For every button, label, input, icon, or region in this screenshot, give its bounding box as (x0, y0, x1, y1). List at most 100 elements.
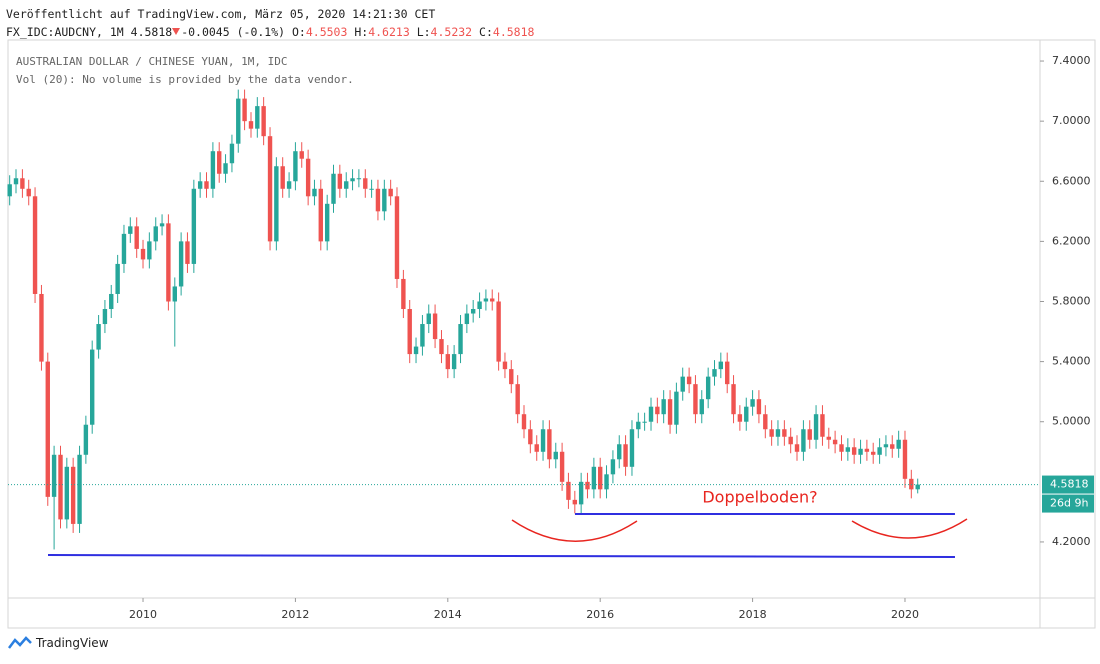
candle-body (502, 361, 508, 370)
candle-body (661, 399, 666, 415)
candle-body (832, 439, 838, 445)
candle-body (686, 376, 692, 385)
candle-body (451, 354, 457, 370)
candle-body (655, 406, 660, 415)
candle-body (58, 454, 63, 520)
candle-body (255, 106, 260, 129)
candle-body (820, 414, 825, 437)
annotation: Doppelboden? (702, 488, 817, 507)
ohlc-value: 4.5818 (492, 25, 535, 39)
candle-body (204, 181, 209, 189)
candle-body (617, 444, 622, 460)
candle-body (896, 439, 901, 449)
candle-body (375, 188, 381, 212)
candle-body (293, 151, 298, 182)
countdown-box (1042, 494, 1094, 513)
candle-body (763, 414, 768, 430)
candle-body (147, 241, 152, 260)
candle-body (140, 248, 146, 260)
candle-body (64, 466, 70, 520)
candle-body (483, 298, 489, 302)
frame (7, 39, 1096, 629)
candle-body (223, 163, 228, 174)
candle-body (115, 263, 120, 294)
x-tick-label: 2018 (739, 608, 767, 621)
candle-body (534, 444, 539, 452)
arc (851, 518, 968, 539)
candle-body (610, 459, 616, 475)
candle-body (470, 309, 476, 314)
ohlc-value: 4.5232 (430, 25, 473, 39)
candle-body (13, 178, 19, 185)
candle-body (578, 481, 584, 505)
candle-body (210, 151, 216, 189)
candle-body (477, 301, 482, 310)
candle-body (712, 369, 717, 377)
candle-body (864, 448, 870, 452)
published: Veröffentlicht auf TradingView.com, März… (6, 7, 436, 21)
down-arrow (172, 28, 181, 35)
candle-body (597, 466, 603, 490)
candle-body (648, 406, 654, 422)
y-tick-label: 5.4000 (1052, 355, 1091, 368)
candle-body (515, 384, 520, 415)
candle-body (407, 309, 412, 355)
candle-body (731, 384, 736, 415)
symbol: FX_IDC:AUDCNY, 1M (6, 25, 124, 39)
candle-body (521, 414, 527, 430)
candle-body (185, 241, 190, 264)
candle-body (299, 151, 304, 159)
candle-body (77, 454, 82, 524)
candle-body (871, 451, 876, 455)
candle-body (51, 454, 57, 497)
candle-body (356, 178, 362, 180)
candle-body (718, 361, 724, 370)
x-tick-label: 2010 (129, 608, 157, 621)
candle-body (394, 196, 400, 279)
candle-body (153, 226, 158, 242)
trend-line (48, 554, 955, 558)
candle-body (166, 223, 171, 302)
candle-body (604, 474, 609, 490)
candle-body (324, 203, 330, 242)
candle-body (286, 181, 292, 189)
candle-body (83, 424, 89, 455)
candle-body (7, 184, 12, 197)
y-tick-label: 7.0000 (1052, 114, 1091, 127)
logo (8, 636, 32, 649)
candle-body (915, 484, 920, 490)
candle-body (305, 158, 311, 197)
x-tick-label: 2012 (281, 608, 309, 621)
candle-body (775, 429, 781, 437)
candle-body (839, 444, 844, 452)
candle-body (401, 278, 406, 310)
candle-body (902, 439, 908, 479)
candle-body (388, 188, 393, 197)
candle-body (794, 444, 800, 452)
candle-body (39, 293, 44, 362)
countdown: 26d 9h (1050, 497, 1088, 510)
candle-body (337, 173, 343, 189)
candle-body (432, 313, 438, 340)
candle-body (45, 361, 50, 497)
brand: TradingView (36, 636, 109, 650)
volume-note: Vol (20): No volume is provided by the d… (16, 73, 354, 86)
ohlc-value: 4.5503 (305, 25, 348, 39)
candle-body (528, 429, 533, 445)
candle-body (363, 178, 368, 189)
y-tick-label: 4.2000 (1052, 535, 1091, 548)
candle-body (883, 444, 889, 448)
candle-body (267, 136, 273, 242)
candle-body (559, 451, 565, 482)
ohlc-label: L: (416, 25, 431, 39)
candle-body (96, 324, 101, 350)
candle-body (547, 429, 552, 460)
candle-body (858, 448, 863, 455)
y-tick-label: 5.8000 (1052, 294, 1091, 307)
candle-body (172, 286, 177, 302)
candle-body (128, 226, 133, 234)
candle-body (26, 188, 31, 197)
x-tick-label: 2020 (891, 608, 919, 621)
candle-body (236, 98, 241, 144)
